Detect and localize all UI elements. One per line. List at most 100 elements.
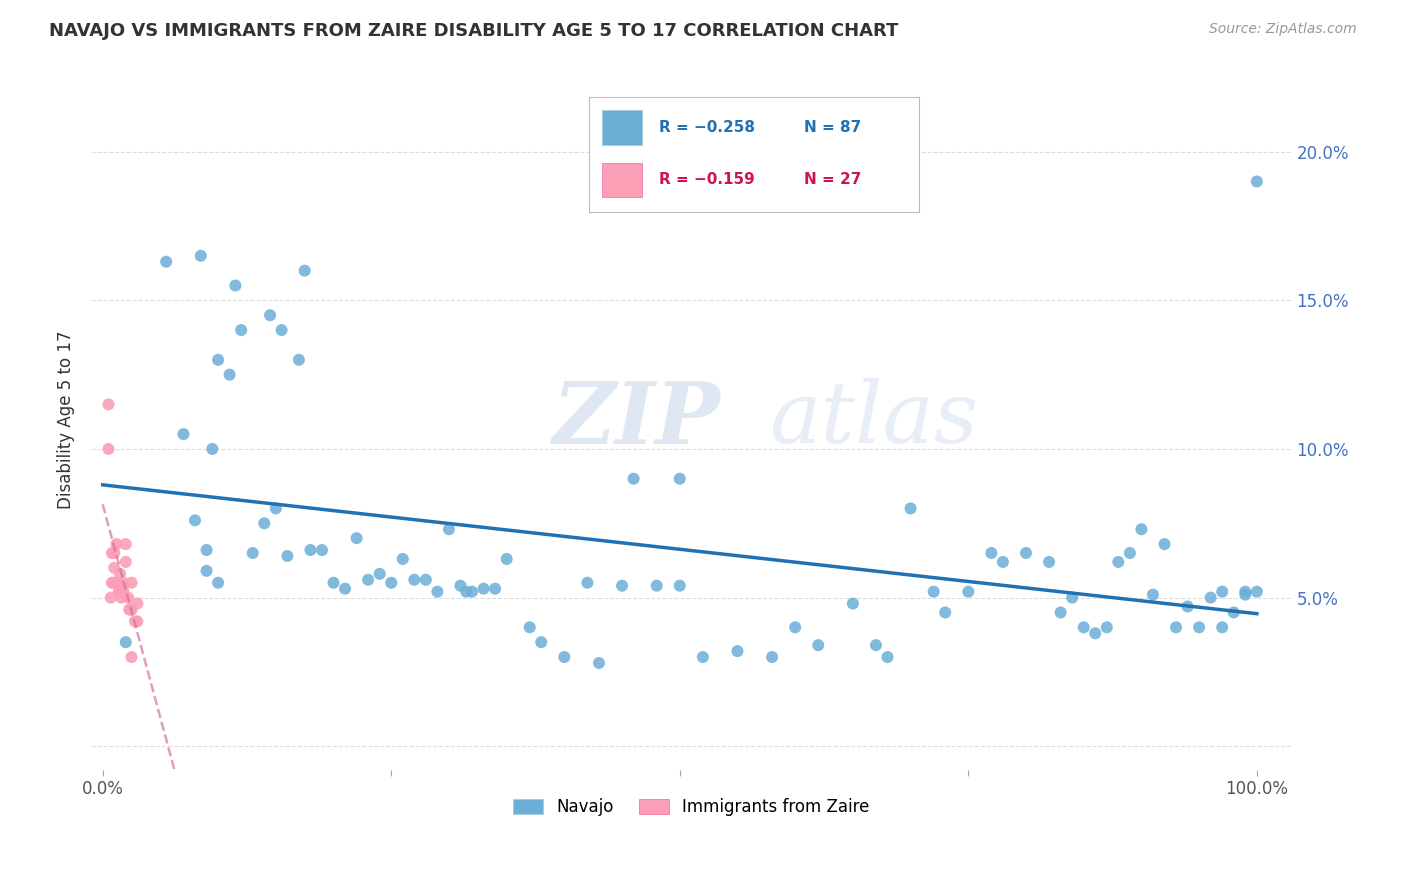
Point	[1177, 599, 1199, 614]
Point	[1153, 537, 1175, 551]
Point	[311, 543, 333, 558]
Point	[120, 602, 142, 616]
Point	[201, 442, 224, 456]
Point	[121, 602, 143, 616]
Point	[103, 546, 125, 560]
Point	[108, 584, 131, 599]
Point	[294, 263, 316, 277]
Point	[842, 597, 865, 611]
Y-axis label: Disability Age 5 to 17: Disability Age 5 to 17	[58, 330, 75, 508]
Point	[391, 552, 413, 566]
Point	[1222, 606, 1244, 620]
Point	[1038, 555, 1060, 569]
Text: atlas: atlas	[769, 378, 979, 460]
Point	[357, 573, 380, 587]
Point	[380, 575, 402, 590]
Point	[1073, 620, 1095, 634]
Point	[1084, 626, 1107, 640]
Text: NAVAJO VS IMMIGRANTS FROM ZAIRE DISABILITY AGE 5 TO 17 CORRELATION CHART: NAVAJO VS IMMIGRANTS FROM ZAIRE DISABILI…	[49, 22, 898, 40]
Point	[195, 543, 218, 558]
Point	[207, 575, 229, 590]
Point	[1049, 606, 1071, 620]
Point	[110, 591, 132, 605]
Point	[437, 522, 460, 536]
Point	[957, 584, 980, 599]
Point	[404, 573, 426, 587]
Point	[107, 575, 129, 590]
Point	[668, 579, 690, 593]
Point	[623, 472, 645, 486]
Point	[1199, 591, 1222, 605]
Point	[865, 638, 887, 652]
Point	[645, 579, 668, 593]
Point	[190, 249, 212, 263]
Point	[270, 323, 292, 337]
Point	[668, 472, 690, 486]
Point	[108, 584, 131, 599]
Point	[934, 606, 956, 620]
Point	[1062, 591, 1084, 605]
Point	[588, 656, 610, 670]
Point	[426, 584, 449, 599]
Point	[472, 582, 495, 596]
Point	[1234, 584, 1257, 599]
Point	[692, 650, 714, 665]
Point	[117, 591, 139, 605]
Point	[299, 543, 322, 558]
Point	[114, 537, 136, 551]
Point	[530, 635, 553, 649]
Point	[242, 546, 264, 560]
Point	[1119, 546, 1142, 560]
Point	[101, 546, 124, 560]
Point	[101, 575, 124, 590]
Point	[195, 564, 218, 578]
Point	[1142, 588, 1164, 602]
Point	[231, 323, 253, 337]
Text: Source: ZipAtlas.com: Source: ZipAtlas.com	[1209, 22, 1357, 37]
Point	[105, 537, 128, 551]
Point	[346, 531, 368, 545]
Point	[980, 546, 1002, 560]
Point	[333, 582, 356, 596]
Point	[922, 584, 945, 599]
Point	[1211, 584, 1233, 599]
Point	[264, 501, 287, 516]
Point	[761, 650, 783, 665]
Point	[118, 602, 141, 616]
Point	[876, 650, 898, 665]
Point	[1015, 546, 1038, 560]
Point	[495, 552, 517, 566]
Point	[124, 615, 146, 629]
Point	[991, 555, 1014, 569]
Point	[1234, 588, 1257, 602]
Point	[322, 575, 344, 590]
Point	[1246, 584, 1268, 599]
Point	[1130, 522, 1153, 536]
Point	[576, 575, 599, 590]
Point	[1107, 555, 1129, 569]
Point	[1188, 620, 1211, 634]
Point	[103, 561, 125, 575]
Point	[259, 308, 281, 322]
Point	[900, 501, 922, 516]
Point	[218, 368, 240, 382]
Point	[121, 650, 143, 665]
Point	[415, 573, 437, 587]
Point	[184, 513, 207, 527]
Point	[97, 442, 120, 456]
Point	[1095, 620, 1118, 634]
Text: ZIP: ZIP	[554, 377, 721, 461]
Point	[1164, 620, 1187, 634]
Point	[553, 650, 575, 665]
Point	[127, 615, 149, 629]
Point	[456, 584, 478, 599]
Point	[121, 575, 143, 590]
Point	[368, 566, 391, 581]
Point	[484, 582, 506, 596]
Point	[155, 254, 177, 268]
Point	[519, 620, 541, 634]
Point	[253, 516, 276, 531]
Point	[114, 555, 136, 569]
Point	[127, 597, 149, 611]
Point	[112, 584, 135, 599]
